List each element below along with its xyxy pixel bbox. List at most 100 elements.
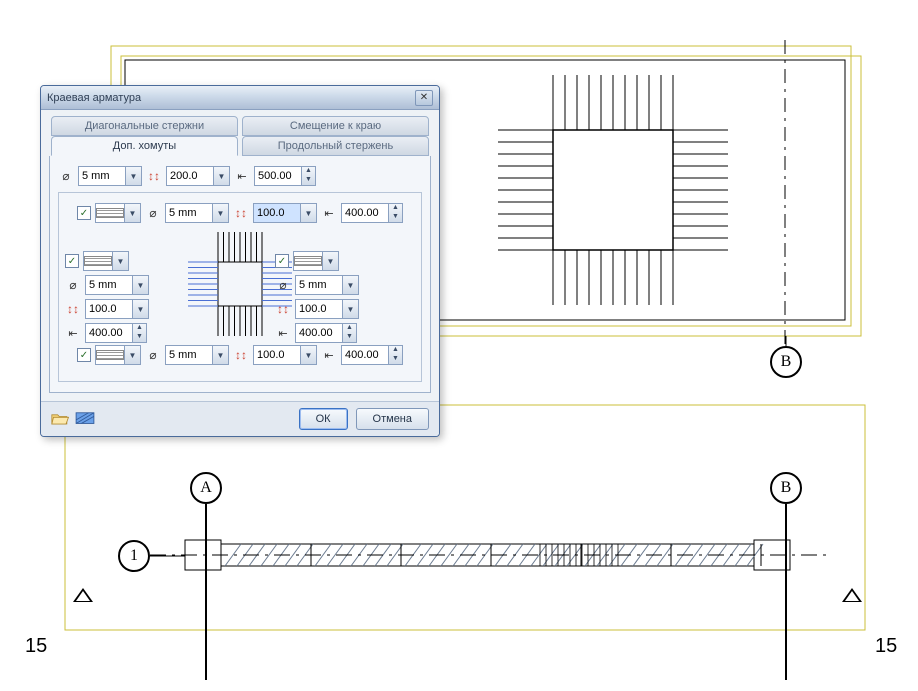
dialog-title: Краевая арматура (47, 92, 415, 104)
left-spacing-input[interactable] (86, 300, 132, 318)
chevron-down-icon[interactable]: ▼ (342, 276, 358, 294)
diameter-icon: ⌀ (145, 347, 161, 363)
tab-diagonal[interactable]: Диагональные стержни (51, 116, 238, 136)
chevron-down-icon[interactable]: ▼ (342, 300, 358, 318)
length-icon: ⇤ (321, 205, 337, 221)
right-length-input[interactable] (296, 324, 342, 342)
bottom-pattern-combo[interactable]: ▼ (95, 345, 141, 365)
left-enable-checkbox[interactable]: ✓ (65, 254, 79, 268)
spacing-icon: ↕↕ (146, 168, 162, 184)
top-length-spin[interactable]: ▲▼ (341, 203, 403, 223)
spacing-combo[interactable]: ▼ (166, 166, 230, 186)
right-dia-combo[interactable]: ▼ (295, 275, 359, 295)
open-icon[interactable] (51, 411, 71, 427)
bottom-length-input[interactable] (342, 346, 388, 364)
spinner-arrows[interactable]: ▲▼ (342, 324, 356, 342)
spacing-icon: ↕↕ (233, 205, 249, 221)
grid-bubble-b: B (770, 472, 802, 504)
rebar-pattern-icon (294, 256, 322, 266)
right-enable-checkbox[interactable]: ✓ (275, 254, 289, 268)
diameter-input[interactable] (79, 167, 125, 185)
diameter-combo[interactable]: ▼ (78, 166, 142, 186)
length-icon: ⇤ (321, 347, 337, 363)
chevron-down-icon[interactable]: ▼ (112, 252, 128, 270)
top-spacing-combo[interactable]: ▼ (253, 203, 317, 223)
chevron-down-icon[interactable]: ▼ (300, 204, 316, 222)
diameter-icon: ⌀ (275, 277, 291, 293)
left-length-spin[interactable]: ▲▼ (85, 323, 147, 343)
support-triangle-left (73, 588, 93, 602)
rebar-pattern-icon (96, 208, 124, 218)
bottom-spacing-combo[interactable]: ▼ (253, 345, 317, 365)
tab-panel: ⌀ ▼ ↕↕ ▼ ⇤ ▲▼ ✓ ▼ (49, 156, 431, 393)
support-triangle-right (842, 588, 862, 602)
chevron-down-icon[interactable]: ▼ (212, 204, 228, 222)
ok-button[interactable]: ОК (299, 408, 348, 430)
spacing-icon: ↕↕ (233, 347, 249, 363)
grid-bubble-a: A (190, 472, 222, 504)
left-dia-combo[interactable]: ▼ (85, 275, 149, 295)
top-dia-input[interactable] (166, 204, 212, 222)
chevron-down-icon[interactable]: ▼ (213, 167, 229, 185)
dialog-titlebar[interactable]: Краевая арматура ✕ (41, 86, 439, 110)
tab-offset[interactable]: Смещение к краю (242, 116, 429, 136)
tab-stirrups[interactable]: Доп. хомуты (51, 136, 238, 156)
top-pattern-combo[interactable]: ▼ (95, 203, 141, 223)
diameter-icon: ⌀ (58, 168, 74, 184)
length-input[interactable] (255, 167, 301, 185)
chevron-down-icon[interactable]: ▼ (212, 346, 228, 364)
bottom-enable-checkbox[interactable]: ✓ (77, 348, 91, 362)
dialog-button-bar: ОК Отмена (41, 401, 439, 436)
chevron-down-icon[interactable]: ▼ (132, 300, 148, 318)
chevron-down-icon[interactable]: ▼ (322, 252, 338, 270)
left-length-input[interactable] (86, 324, 132, 342)
top-dia-combo[interactable]: ▼ (165, 203, 229, 223)
bottom-length-spin[interactable]: ▲▼ (341, 345, 403, 365)
rebar-pattern-icon (96, 350, 124, 360)
tab-longitudinal[interactable]: Продольный стержень (242, 136, 429, 156)
bottom-side-row: ✓ ▼ ⌀ ▼ ↕↕ ▼ ⇤ ▲▼ (65, 345, 415, 365)
hatch-icon[interactable] (75, 411, 95, 427)
length-icon: ⇤ (275, 325, 291, 341)
spinner-arrows[interactable]: ▲▼ (301, 167, 315, 185)
close-button[interactable]: ✕ (415, 90, 433, 106)
top-spacing-input[interactable] (254, 204, 300, 222)
spinner-arrows[interactable]: ▲▼ (388, 204, 402, 222)
chevron-down-icon[interactable]: ▼ (124, 204, 140, 222)
bottom-dia-combo[interactable]: ▼ (165, 345, 229, 365)
spinner-arrows[interactable]: ▲▼ (388, 346, 402, 364)
left-pattern-combo[interactable]: ▼ (83, 251, 129, 271)
right-spacing-input[interactable] (296, 300, 342, 318)
length-spin[interactable]: ▲▼ (254, 166, 316, 186)
left-spacing-combo[interactable]: ▼ (85, 299, 149, 319)
rebar-pattern-icon (84, 256, 112, 266)
chevron-down-icon[interactable]: ▼ (124, 346, 140, 364)
dim-label-15-left: 15 (25, 635, 47, 658)
right-pattern-combo[interactable]: ▼ (293, 251, 339, 271)
global-params-row: ⌀ ▼ ↕↕ ▼ ⇤ ▲▼ (58, 166, 422, 186)
length-icon: ⇤ (234, 168, 250, 184)
left-dia-input[interactable] (86, 276, 132, 294)
spinner-arrows[interactable]: ▲▼ (132, 324, 146, 342)
edge-rebar-dialog: Краевая арматура ✕ Диагональные стержни … (40, 85, 440, 437)
bottom-spacing-input[interactable] (254, 346, 300, 364)
grid-bubble-b-top: B (770, 346, 802, 378)
right-dia-input[interactable] (296, 276, 342, 294)
diameter-icon: ⌀ (65, 277, 81, 293)
chevron-down-icon[interactable]: ▼ (125, 167, 141, 185)
spacing-icon: ↕↕ (65, 301, 81, 317)
spacing-input[interactable] (167, 167, 213, 185)
top-enable-checkbox[interactable]: ✓ (77, 206, 91, 220)
diameter-icon: ⌀ (145, 205, 161, 221)
chevron-down-icon[interactable]: ▼ (300, 346, 316, 364)
right-length-spin[interactable]: ▲▼ (295, 323, 357, 343)
right-spacing-combo[interactable]: ▼ (295, 299, 359, 319)
top-length-input[interactable] (342, 204, 388, 222)
cancel-button[interactable]: Отмена (356, 408, 429, 430)
dim-label-15-right: 15 (875, 635, 897, 658)
bottom-dia-input[interactable] (166, 346, 212, 364)
length-icon: ⇤ (65, 325, 81, 341)
left-side-col: ✓ ▼ ⌀ ▼ ↕↕ ▼ (65, 251, 205, 343)
top-side-row: ✓ ▼ ⌀ ▼ ↕↕ ▼ ⇤ ▲▼ (65, 203, 415, 223)
chevron-down-icon[interactable]: ▼ (132, 276, 148, 294)
